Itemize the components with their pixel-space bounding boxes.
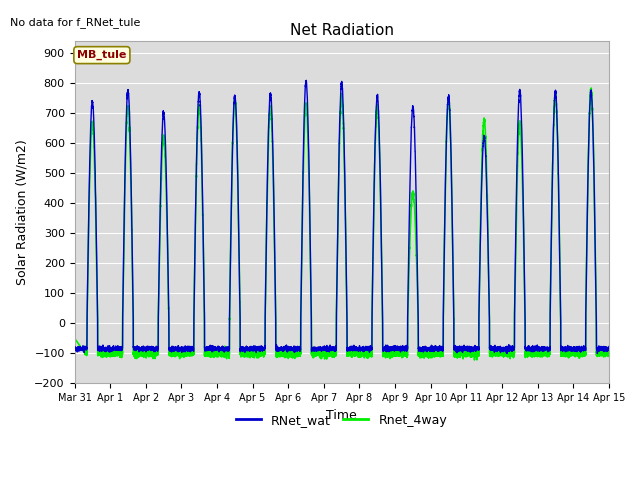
Text: No data for f_RNet_tule: No data for f_RNet_tule [10, 17, 141, 28]
Title: Net Radiation: Net Radiation [290, 24, 394, 38]
Legend: RNet_wat, Rnet_4way: RNet_wat, Rnet_4way [231, 409, 452, 432]
Text: MB_tule: MB_tule [77, 50, 127, 60]
X-axis label: Time: Time [326, 408, 357, 421]
Y-axis label: Solar Radiation (W/m2): Solar Radiation (W/m2) [16, 139, 29, 285]
